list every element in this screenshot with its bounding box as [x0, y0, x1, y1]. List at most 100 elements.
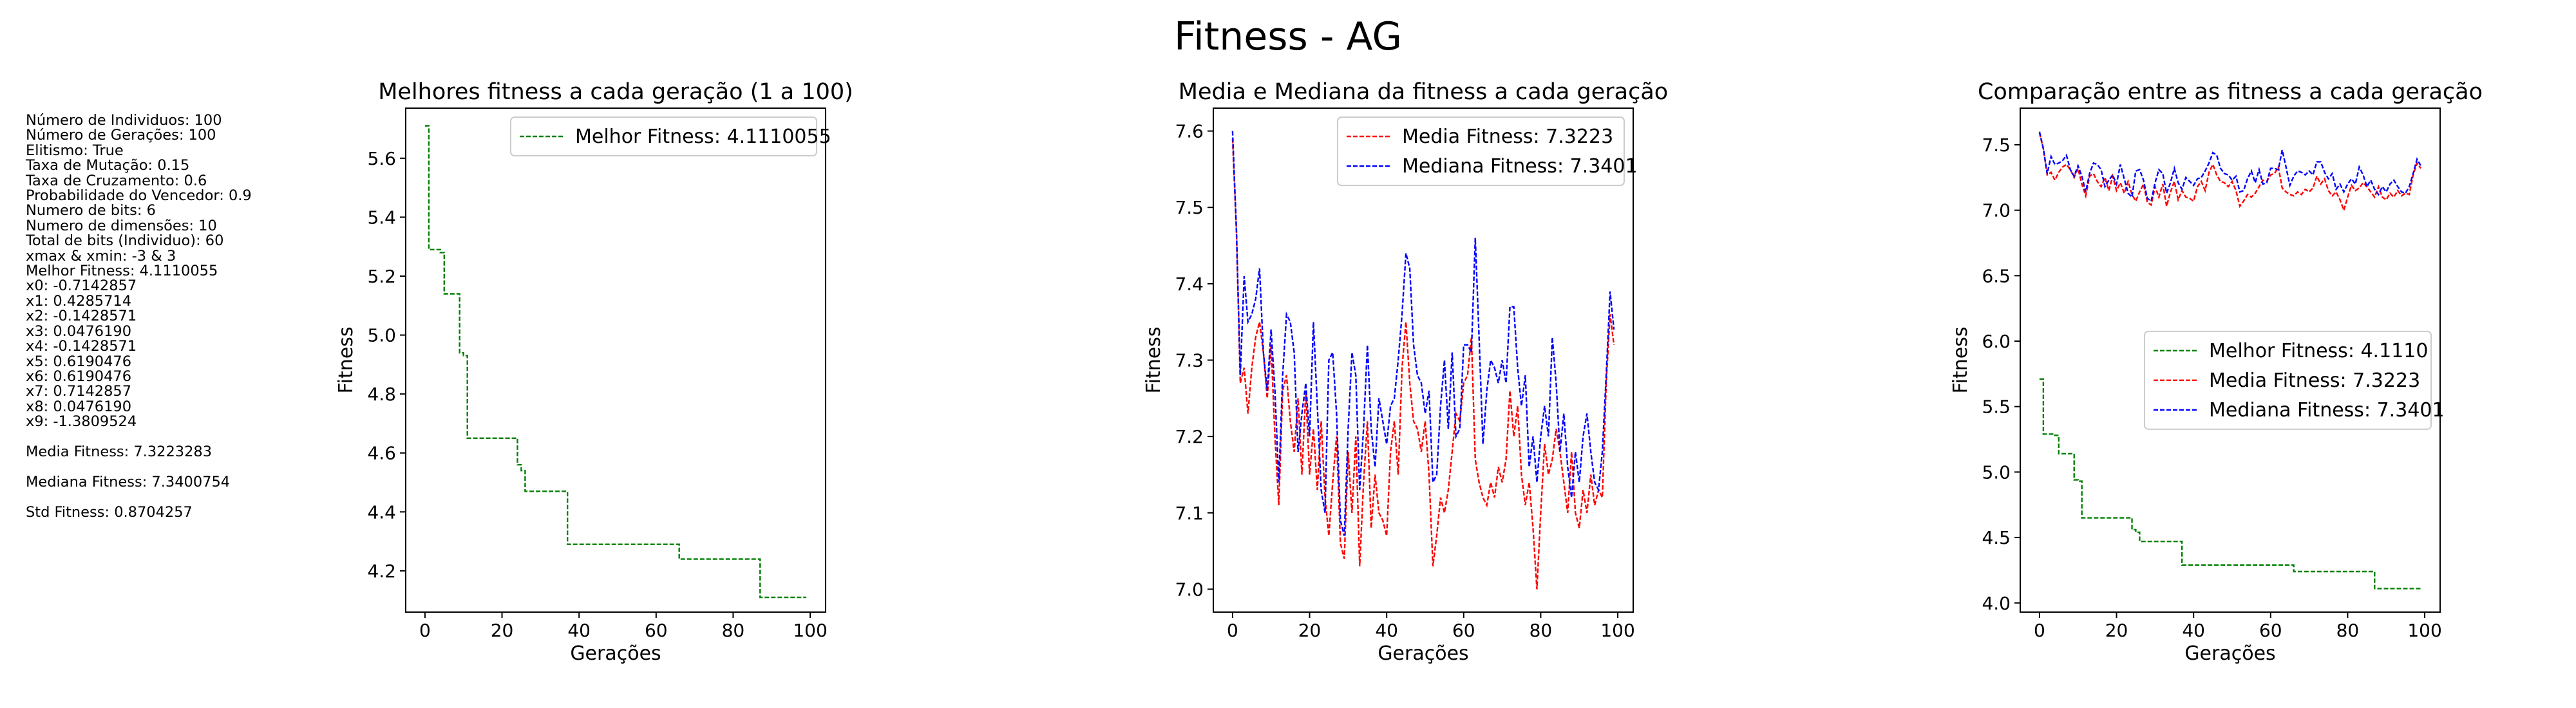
y-tick-label: 5.6: [367, 148, 396, 169]
series-line: [2038, 133, 2422, 213]
parameter-line: Melhor Fitness: 4.1110055: [26, 263, 218, 280]
parameter-line: Número de Gerações: 100: [26, 127, 216, 144]
chart-title: Media e Mediana da fitness a cada geraçã…: [1179, 79, 1668, 105]
legend-label: Media Fitness: 7.3223: [2209, 369, 2420, 392]
parameter-line: x1: 0.4285714: [26, 292, 132, 310]
chart-title: Comparação entre as fitness a cada geraç…: [1978, 79, 2483, 105]
parameter-line: x0: -0.7142857: [26, 277, 137, 295]
x-tick-label: 60: [2259, 620, 2282, 641]
x-tick-label: 0: [2034, 620, 2045, 641]
mediana-fitness-text: Mediana Fitness: 7.3400754: [26, 473, 231, 490]
plot-frame: [405, 107, 826, 613]
x-tick-label: 0: [1227, 620, 1238, 641]
series-line: [1231, 138, 1615, 590]
legend-label: Melhor Fitness: 4.1110: [2209, 340, 2428, 362]
series-line: [2039, 378, 2421, 590]
y-tick-label: 5.5: [1982, 396, 2011, 418]
legend-box: [2144, 330, 2432, 430]
y-axis-label: Fitness: [1142, 327, 1165, 394]
y-tick-label: 5.4: [367, 207, 396, 228]
figure-title: Fitness - AG: [1173, 14, 1403, 59]
parameter-line: Taxa de Cruzamento: 0.6: [26, 172, 207, 189]
y-tick-label: 5.2: [367, 266, 396, 287]
y-tick-label: 4.2: [367, 561, 396, 582]
legend: Media Fitness: 7.3223 Mediana Fitness: 7.…: [1337, 116, 1638, 186]
parameter-line: x2: -0.1428571: [26, 308, 137, 325]
y-tick-label: 6.5: [1982, 265, 2011, 286]
y-tick-label: 6.0: [1982, 331, 2011, 352]
parameter-line: Número de Individuos: 100: [26, 112, 222, 129]
x-tick-label: 100: [793, 620, 827, 641]
parameter-line: Numero de dimensões: 10: [26, 217, 217, 234]
std-fitness-text: Std Fitness: 0.8704257: [26, 503, 193, 521]
parameter-line: x7: 0.7142857: [26, 383, 132, 400]
series-line: [2038, 131, 2422, 203]
parameter-line: Total de bits (Individuo): 60: [26, 232, 224, 250]
y-tick-label: 7.4: [1175, 274, 1204, 295]
chart-3: Comparação entre as fitness a cada geraç…: [1949, 79, 2483, 665]
parameter-line: x3: 0.0476190: [26, 322, 132, 340]
x-tick-label: 80: [722, 620, 745, 641]
legend-label: Media Fitness: 7.3223: [1402, 126, 1613, 148]
x-tick-label: 0: [419, 620, 431, 641]
y-axis-label: Fitness: [1949, 327, 1972, 394]
y-tick-label: 7.5: [1175, 197, 1204, 218]
x-axis-label: Gerações: [1378, 642, 1468, 665]
x-tick-label: 60: [645, 620, 668, 641]
legend-label: Mediana Fitness: 7.3401: [1402, 155, 1638, 178]
chart-1: Melhores fitness a cada geração (1 a 100…: [335, 79, 853, 665]
y-tick-label: 7.1: [1175, 503, 1204, 524]
x-tick-label: 20: [2105, 620, 2128, 641]
series-line: [1231, 131, 1615, 536]
chart-2: Media e Mediana da fitness a cada geraçã…: [1142, 79, 1668, 665]
x-axis-label: Gerações: [2184, 642, 2275, 665]
chart-title: Melhores fitness a cada geração (1 a 100…: [378, 79, 853, 105]
x-tick-label: 100: [1600, 620, 1634, 641]
parameter-line: x6: 0.6190476: [26, 368, 132, 385]
legend-box: [510, 116, 817, 156]
y-tick-label: 7.6: [1175, 121, 1204, 142]
x-tick-label: 40: [2182, 620, 2205, 641]
y-tick-label: 4.5: [1982, 527, 2011, 548]
x-tick-label: 80: [1530, 620, 1553, 641]
media-fitness-text: Media Fitness: 7.3223283: [26, 443, 213, 460]
parameter-line: xmax & xmin: -3 & 3: [26, 247, 176, 265]
y-tick-label: 7.0: [1175, 579, 1204, 600]
y-tick-label: 4.0: [1982, 593, 2011, 614]
y-tick-label: 7.0: [1982, 200, 2011, 221]
legend: Melhor Fitness: 4.1110055: [510, 116, 831, 156]
x-tick-label: 60: [1452, 620, 1475, 641]
plot-frame: [2020, 107, 2441, 613]
parameter-line: Taxa de Mutação: 0.15: [26, 157, 190, 174]
legend-label: Mediana Fitness: 7.3401: [2209, 399, 2445, 422]
x-tick-label: 80: [2336, 620, 2360, 641]
x-tick-label: 20: [1298, 620, 1321, 641]
y-tick-label: 7.3: [1175, 350, 1204, 371]
y-axis-label: Fitness: [335, 327, 357, 394]
series-line: [424, 125, 807, 599]
x-axis-label: Gerações: [570, 642, 661, 665]
x-tick-label: 100: [2407, 620, 2441, 641]
parameter-line: x8: 0.0476190: [26, 398, 132, 415]
y-tick-label: 7.5: [1982, 135, 2011, 156]
parameter-line: x9: -1.3809524: [26, 413, 137, 431]
parameter-line: Elitismo: True: [26, 142, 124, 159]
parameter-line: Numero de bits: 6: [26, 202, 156, 219]
parameter-line: x4: -0.1428571: [26, 338, 137, 355]
legend-box: [1337, 116, 1625, 186]
y-tick-label: 4.8: [367, 384, 396, 405]
y-tick-label: 4.6: [367, 443, 396, 464]
parameters-list: Número de Individuos: 100 Número de Geraç…: [26, 113, 252, 430]
y-tick-label: 4.4: [367, 501, 396, 523]
legend: Melhor Fitness: 4.1110 Media Fitness: 7.3…: [2144, 330, 2445, 430]
x-tick-label: 40: [1375, 620, 1398, 641]
x-tick-label: 20: [491, 620, 514, 641]
y-tick-label: 5.0: [367, 325, 396, 346]
parameters-panel: Número de Individuos: 100 Número de Geraç…: [26, 113, 252, 520]
legend-label: Melhor Fitness: 4.1110055: [575, 126, 831, 148]
x-tick-label: 40: [567, 620, 591, 641]
y-tick-label: 5.0: [1982, 461, 2011, 483]
y-tick-label: 7.2: [1175, 426, 1204, 447]
parameter-line: x5: 0.6190476: [26, 353, 132, 370]
